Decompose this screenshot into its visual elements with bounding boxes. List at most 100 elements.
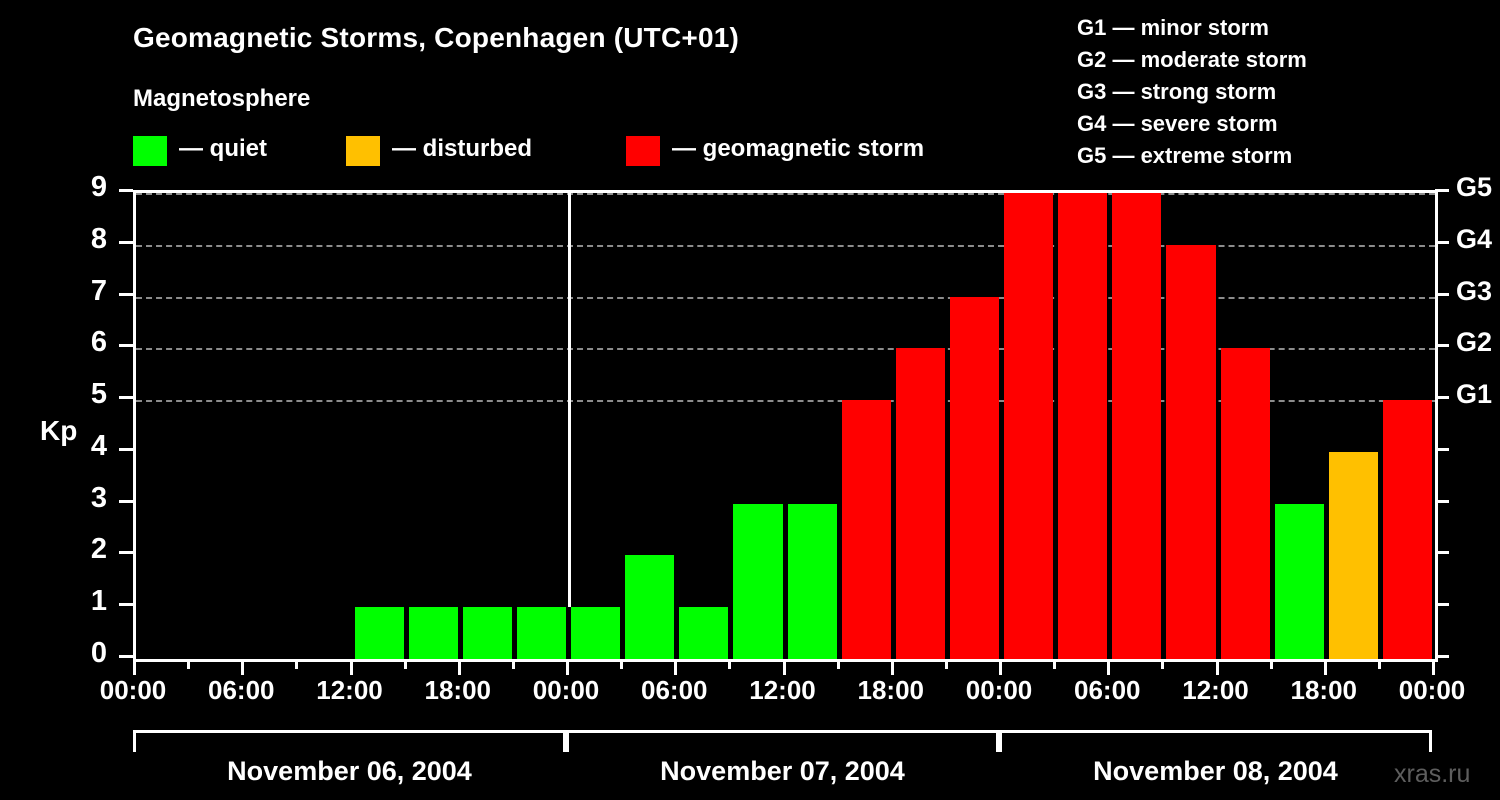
- bar-23[interactable]: [1382, 400, 1432, 659]
- x-tick-4: [349, 659, 353, 675]
- y-tick-8: [119, 240, 133, 244]
- bar-20[interactable]: [1220, 348, 1270, 659]
- bar-12[interactable]: [787, 503, 837, 659]
- day-separator-1: [568, 193, 571, 608]
- x-tick-13: [836, 659, 840, 669]
- x-tick-11: [728, 659, 732, 669]
- y-tick-right-9: [1435, 189, 1449, 192]
- y-tick-4: [119, 447, 133, 451]
- x-tick-24: [1432, 659, 1435, 675]
- bar-7[interactable]: [516, 607, 566, 659]
- x-tick-label-10: 12:00: [1182, 675, 1249, 705]
- g-axis-label-G3: G3: [1456, 275, 1493, 306]
- bar-22[interactable]: [1328, 451, 1378, 659]
- y-tick-5: [119, 396, 133, 400]
- g-scale-legend: G1 — minor storm G2 — moderate storm G3 — …: [1077, 12, 1307, 172]
- g-axis-label-G5: G5: [1456, 172, 1493, 202]
- g-axis-label-G1: G1: [1456, 379, 1493, 410]
- g-scale-line-2: G2 — moderate storm: [1077, 47, 1307, 72]
- x-tick-12: [782, 659, 786, 675]
- bar-16[interactable]: [1004, 193, 1054, 659]
- bar-14[interactable]: [895, 348, 945, 659]
- x-tick-3: [295, 659, 299, 669]
- day-label-3: November 08, 2004: [1093, 756, 1338, 786]
- bar-18[interactable]: [1112, 193, 1162, 659]
- y-tick-3: [119, 499, 133, 503]
- gridline-kp-9: [136, 193, 1435, 195]
- y-tick-right-0: [1435, 655, 1449, 658]
- x-tick-label-3: 18:00: [424, 675, 492, 705]
- y-tick-right-6: [1435, 344, 1449, 348]
- plot-area: [133, 190, 1438, 662]
- day-label-1: November 06, 2004: [227, 756, 472, 786]
- y-tick-label-6: 6: [90, 326, 107, 359]
- bar-10[interactable]: [679, 607, 729, 659]
- g-axis-label-G2: G2: [1456, 327, 1493, 358]
- x-tick-8: [566, 659, 569, 675]
- x-tick-20: [1215, 659, 1219, 675]
- bar-15[interactable]: [949, 296, 999, 659]
- bar-5[interactable]: [408, 607, 458, 659]
- legend-swatch-disturbed: [346, 136, 380, 166]
- x-tick-label-1: 06:00: [208, 675, 275, 705]
- y-tick-label-1: 1: [90, 585, 107, 618]
- y-tick-2: [119, 551, 133, 555]
- legend-label-disturbed: — disturbed: [392, 135, 533, 162]
- x-tick-label-12: 00:00: [1398, 675, 1466, 705]
- y-tick-9: [119, 189, 133, 192]
- x-tick-19: [1161, 659, 1165, 669]
- x-tick-label-4: 00:00: [532, 675, 600, 705]
- bar-19[interactable]: [1166, 244, 1216, 659]
- y-tick-label-8: 8: [90, 222, 107, 255]
- y-tick-right-7: [1435, 292, 1449, 296]
- x-tick-16: [999, 659, 1002, 675]
- x-tick-15: [944, 659, 948, 669]
- x-tick-6: [457, 659, 461, 675]
- g-axis-label-G4: G4: [1456, 223, 1493, 254]
- bar-8[interactable]: [571, 607, 621, 659]
- bar-21[interactable]: [1274, 503, 1324, 659]
- day-label-2: November 07, 2004: [660, 756, 905, 786]
- y-tick-1: [119, 603, 133, 607]
- bar-9[interactable]: [625, 555, 675, 659]
- y-tick-label-9: 9: [90, 171, 107, 203]
- y-axis-title: Kp: [40, 415, 78, 446]
- page-title: Geomagnetic Storms, Copenhagen (UTC+01): [133, 22, 740, 53]
- x-tick-label-5: 06:00: [641, 675, 708, 705]
- y-tick-7: [119, 292, 133, 296]
- x-axis: 00:00 06:00 12:00 18:00 00:00 06:00 12:00 18:00…: [100, 659, 1465, 719]
- x-tick-label-2: 12:00: [316, 675, 383, 705]
- legend-label-quiet: — quiet: [179, 135, 267, 162]
- x-tick-label-8: 00:00: [965, 675, 1033, 705]
- y-tick-right-1: [1435, 603, 1449, 607]
- watermark: xras.ru: [1394, 760, 1471, 788]
- x-tick-10: [674, 659, 678, 675]
- bar-6[interactable]: [462, 607, 512, 659]
- y-tick-right-3: [1435, 499, 1449, 503]
- x-tick-label-0: 00:00: [99, 675, 167, 705]
- x-tick-14: [890, 659, 894, 675]
- y-tick-label-5: 5: [90, 378, 107, 411]
- day-bracket-2: [566, 730, 999, 752]
- day-bracket-3: [999, 730, 1432, 752]
- bar-11[interactable]: [733, 503, 783, 659]
- x-tick-7: [511, 659, 515, 669]
- bar-4[interactable]: [354, 607, 404, 659]
- day-axis: November 06, 2004 November 07, 2004 Novemb…: [133, 730, 1432, 794]
- x-tick-label-7: 18:00: [857, 675, 925, 705]
- bar-17[interactable]: [1058, 193, 1108, 659]
- legend-swatch-quiet: [133, 136, 167, 166]
- x-tick-23: [1377, 659, 1381, 669]
- x-tick-label-11: 18:00: [1290, 675, 1358, 705]
- magnetosphere-heading: Magnetosphere: [133, 85, 311, 112]
- legend-label-geomagnetic-storm: — geomagnetic storm: [672, 135, 925, 162]
- x-tick-label-9: 06:00: [1074, 675, 1141, 705]
- bar-13[interactable]: [841, 400, 891, 659]
- y-tick-right-4: [1435, 447, 1449, 451]
- plot-inner: [136, 193, 1435, 659]
- x-tick-0: [133, 659, 136, 675]
- legend-swatch-geomagnetic-storm: [626, 136, 660, 166]
- x-tick-18: [1107, 659, 1111, 675]
- gridline-kp-8: [136, 244, 1435, 247]
